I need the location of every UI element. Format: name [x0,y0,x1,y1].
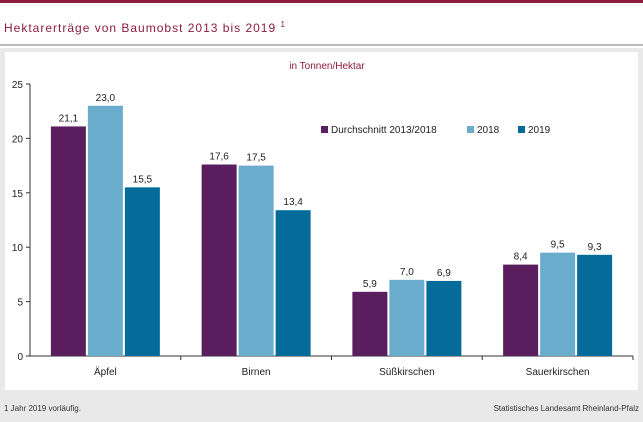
y-tick-label: 10 [12,243,24,254]
data-label: 6,9 [437,268,451,279]
y-tick-label: 20 [12,134,24,145]
bar [87,105,123,356]
bar [426,280,462,356]
legend-swatch [518,126,525,133]
data-label: 5,9 [363,279,377,290]
x-tick-label: Äpfel [94,366,117,378]
x-tick-label: Sauerkirschen [526,367,590,378]
bar [275,210,311,356]
legend-swatch [467,126,474,133]
data-label: 15,5 [133,174,153,185]
x-tick-label: Süßkirschen [379,367,435,378]
title-footnote-mark: 1 [280,20,285,29]
bar [201,164,237,356]
top-rule [0,0,643,3]
bar [389,279,425,356]
y-tick-label: 0 [17,352,23,363]
footnote: 1 Jahr 2019 vorläufig. [4,404,81,413]
y-tick-label: 25 [12,80,24,91]
data-label: 13,4 [283,197,303,208]
bar [540,252,576,356]
bar [50,126,86,356]
data-label: 8,4 [514,252,528,263]
data-label: 7,0 [400,267,414,278]
page-title: Hektarerträge von Baumobst 2013 bis 2019… [4,20,285,35]
title-text: Hektarerträge von Baumobst 2013 bis 2019 [4,21,277,35]
data-label: 9,3 [588,242,602,253]
legend-label: Durchschnitt 2013/2018 [331,125,437,136]
bar-chart: in Tonnen/Hektar 0 5 10 15 20 25 21,1 23,0 15,5 Äp… [12,61,634,378]
bar [238,165,274,356]
bar [577,254,613,356]
legend-label: 2018 [477,125,500,136]
source-note: Statistisches Landesamt Rheinland-Pfalz [493,404,639,413]
data-label: 9,5 [551,240,565,251]
title-divider [0,44,643,46]
data-label: 17,5 [246,153,266,164]
y-tick-label: 5 [17,298,23,309]
data-label: 23,0 [96,93,116,104]
x-tick-label: Birnen [242,367,271,378]
legend-label: 2019 [528,125,551,136]
data-label: 17,6 [209,152,229,163]
bar [124,187,160,356]
unit-label: in Tonnen/Hektar [289,61,365,72]
y-tick-label: 15 [12,189,24,200]
bar [503,264,539,356]
data-label: 21,1 [59,113,79,124]
bar [352,291,388,356]
legend-swatch [321,126,328,133]
chart-panel: in Tonnen/Hektar 0 5 10 15 20 25 21,1 23,0 15,5 Äp… [5,52,638,390]
